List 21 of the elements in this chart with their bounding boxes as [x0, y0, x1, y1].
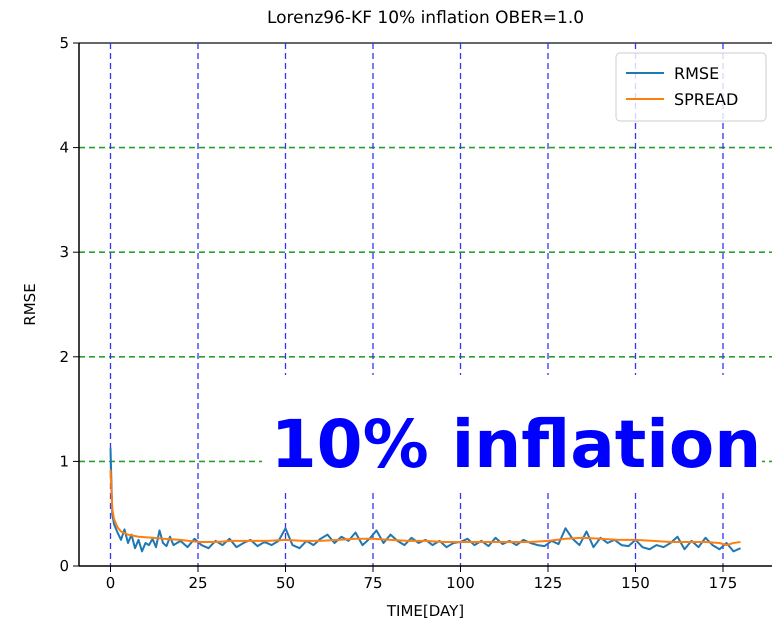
x-tick-label: 150 [621, 574, 650, 592]
annotation: 10% inflation [270, 406, 762, 483]
x-tick-label: 25 [188, 574, 208, 592]
x-axis-title: TIME[DAY] [386, 602, 464, 620]
y-tick-label: 5 [59, 34, 69, 52]
x-tick-label: 125 [534, 574, 562, 592]
y-tick-label: 4 [59, 138, 69, 157]
line-series [110, 468, 742, 546]
legend-label: SPREAD [674, 90, 738, 109]
y-tick-label: 0 [59, 557, 69, 575]
y-tick-label: 2 [59, 348, 69, 366]
x-tick-label: 100 [446, 574, 475, 592]
x-tick-label: 50 [276, 574, 296, 592]
x-tick-label: 75 [363, 574, 383, 592]
y-tick-label: 3 [59, 243, 69, 262]
legend-label: RMSE [674, 64, 720, 83]
x-tick-label: 175 [708, 574, 738, 592]
chart-title: Lorenz96-KF 10% inflation OBER=1.0 [266, 8, 584, 28]
y-axis-title: RMSE [21, 283, 39, 326]
y-tick-label: 1 [59, 452, 69, 470]
x-tick-label: 0 [106, 574, 116, 592]
